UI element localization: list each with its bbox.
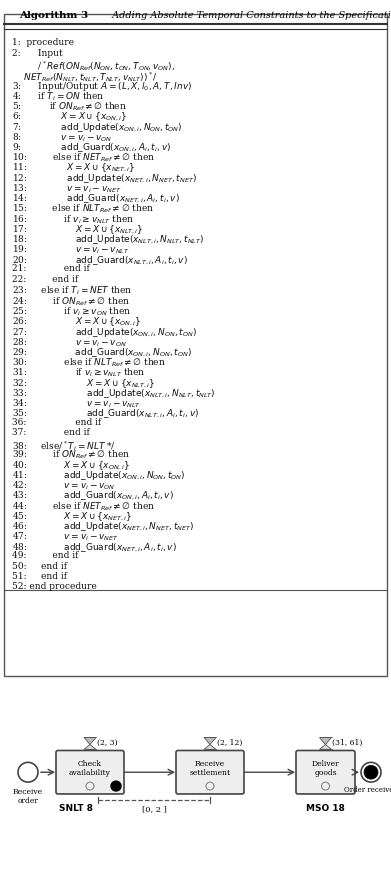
Text: 2:      Input: 2: Input [12,49,63,58]
Text: 5:          if $ON_{Ref} \neq \emptyset$ then: 5: if $ON_{Ref} \neq \emptyset$ then [12,101,127,113]
Circle shape [364,766,378,779]
Text: 16:             if $v_i \geq v_{NLT}$ then: 16: if $v_i \geq v_{NLT}$ then [12,213,134,226]
Text: 35:                     $\text{add\_Guard}(x_{NLT,i}, A_i, t_i, v)$: 35: $\text{add\_Guard}(x_{NLT,i}, A_i, t… [12,408,199,420]
Text: Check
availability: Check availability [69,759,111,777]
Text: 43:             $\text{add\_Guard}(x_{ON,i}, A_i, t_i, v)$: 43: $\text{add\_Guard}(x_{ON,i}, A_i, t_… [12,490,174,503]
Text: 36:                 end if: 36: end if [12,418,101,427]
Polygon shape [84,745,96,749]
Text: Adding Absolute Temporal Constraints to the Specification: Adding Absolute Temporal Constraints to … [109,11,391,19]
Text: 7:              $\text{add\_Update}(x_{ON,i}, N_{ON}, t_{ON})$: 7: $\text{add\_Update}(x_{ON,i}, N_{ON},… [12,121,182,134]
Text: 8:              $v = v_i - v_{ON}$: 8: $v = v_i - v_{ON}$ [12,131,112,144]
Text: (2, 12): (2, 12) [217,738,242,746]
Circle shape [111,781,121,791]
Text: 39:         if $ON_{Ref} \neq \emptyset$ then: 39: if $ON_{Ref} \neq \emptyset$ then [12,449,130,462]
Text: (31, 61): (31, 61) [332,738,362,746]
Polygon shape [319,738,332,745]
Text: $NET_{Ref}(N_{NLT}, t_{NLT}, T_{NLT}, v_{NLT}))^*/$: $NET_{Ref}(N_{NLT}, t_{NLT}, T_{NLT}, v_… [12,70,158,83]
Text: 27:                 $\text{add\_Update}(x_{ON,i}, N_{ON}, t_{ON})$: 27: $\text{add\_Update}(x_{ON,i}, N_{ON}… [12,326,197,339]
Text: 10:         else if $NET_{Ref} \neq \emptyset$ then: 10: else if $NET_{Ref} \neq \emptyset$ t… [12,152,155,164]
FancyBboxPatch shape [296,751,355,794]
Text: 41:             $\text{add\_Update}(x_{ON,i}, N_{ON}, t_{ON})$: 41: $\text{add\_Update}(x_{ON,i}, N_{ON}… [12,470,185,482]
Text: 3:      Input/Output $A = (L, X, l_0, A, T, Inv)$: 3: Input/Output $A = (L, X, l_0, A, T, I… [12,80,192,93]
Circle shape [361,762,381,782]
Text: 50:     end if: 50: end if [12,562,67,570]
Text: 22:         end if: 22: end if [12,275,78,284]
Text: 11:              $X = X \cup \{x_{NET,i}\}$: 11: $X = X \cup \{x_{NET,i}\}$ [12,162,135,174]
Text: 30:             else if $NLT_{Ref} \neq \emptyset$ then: 30: else if $NLT_{Ref} \neq \emptyset$ t… [12,357,165,369]
Text: SNLT 8: SNLT 8 [59,804,93,813]
Text: 25:             if $v_i \geq v_{ON}$ then: 25: if $v_i \geq v_{ON}$ then [12,306,131,318]
Text: 48:             $\text{add\_Guard}(x_{NET,i}, A_i, t_i, v)$: 48: $\text{add\_Guard}(x_{NET,i}, A_i, t… [12,541,177,554]
Text: [0, 2 ]: [0, 2 ] [142,805,167,813]
Polygon shape [84,738,96,745]
Text: 51:     end if: 51: end if [12,572,67,581]
Text: 38:     else/$^*T_i = NLT$ */: 38: else/$^*T_i = NLT$ */ [12,439,116,453]
Text: 42:             $v = v_i - v_{ON}$: 42: $v = v_i - v_{ON}$ [12,480,115,492]
Text: Order received: Order received [344,786,391,794]
Text: 18:                 $\text{add\_Update}(x_{NLT,i}, N_{NLT}, t_{NLT})$: 18: $\text{add\_Update}(x_{NLT,i}, N_{NL… [12,234,204,246]
Text: 33:                     $\text{add\_Update}(x_{NLT,i}, N_{NLT}, t_{NLT})$: 33: $\text{add\_Update}(x_{NLT,i}, N_{NL… [12,387,215,400]
Text: 37:             end if: 37: end if [12,428,90,437]
Text: MSO 18: MSO 18 [306,804,345,813]
Text: 40:             $X = X \cup \{x_{ON,i}\}$: 40: $X = X \cup \{x_{ON,i}\}$ [12,459,129,471]
Text: 24:         if $ON_{Ref} \neq \emptyset$ then: 24: if $ON_{Ref} \neq \emptyset$ then [12,295,130,307]
Polygon shape [204,745,216,749]
Text: 32:                     $X = X \cup \{x_{NLT,i}\}$: 32: $X = X \cup \{x_{NLT,i}\}$ [12,378,155,390]
Text: 26:                 $X = X \cup \{x_{ON,i}\}$: 26: $X = X \cup \{x_{ON,i}\}$ [12,315,141,328]
Text: 31:                 if $v_i \geq v_{NLT}$ then: 31: if $v_i \geq v_{NLT}$ then [12,367,145,379]
Text: Algorithm 3: Algorithm 3 [20,11,89,19]
Text: 52: end procedure: 52: end procedure [12,583,97,591]
Text: 46:             $\text{add\_Update}(x_{NET,i}, N_{NET}, t_{NET})$: 46: $\text{add\_Update}(x_{NET,i}, N_{NE… [12,520,194,533]
Text: 28:                 $v = v_i - v_{ON}$: 28: $v = v_i - v_{ON}$ [12,336,126,349]
Text: 9:              $\text{add\_Guard}(x_{ON,i}, A_i, t_i, v)$: 9: $\text{add\_Guard}(x_{ON,i}, A_i, t_i… [12,141,171,154]
Text: 4:      if $T_i = ON$ then: 4: if $T_i = ON$ then [12,90,104,102]
Text: 21:             end if: 21: end if [12,265,90,273]
Text: (2, 3): (2, 3) [97,738,118,746]
Text: 20:                 $\text{add\_Guard}(x_{NLT,i}, A_i, t_i, v)$: 20: $\text{add\_Guard}(x_{NLT,i}, A_i, t… [12,254,188,266]
Text: 29:                 $\text{add\_Guard}(x_{ON,i}, N_{ON}, t_{ON})$: 29: $\text{add\_Guard}(x_{ON,i}, N_{ON},… [12,346,192,359]
Polygon shape [204,738,216,745]
Text: 34:                     $v = v_i - v_{NLT}$: 34: $v = v_i - v_{NLT}$ [12,398,141,410]
FancyBboxPatch shape [4,14,387,676]
Text: 13:              $v = v_i - v_{NET}$: 13: $v = v_i - v_{NET}$ [12,182,121,195]
Text: Receive
order: Receive order [13,788,43,805]
Text: Receive
settlement: Receive settlement [189,759,231,777]
Text: 44:         else if $NET_{Ref} \neq \emptyset$ then: 44: else if $NET_{Ref} \neq \emptyset$ t… [12,500,155,512]
Text: 12:              $\text{add\_Update}(x_{NET,i}, N_{NET}, t_{NET})$: 12: $\text{add\_Update}(x_{NET,i}, N_{NE… [12,173,197,185]
Text: 19:                 $v = v_i - v_{NLT}$: 19: $v = v_i - v_{NLT}$ [12,244,129,257]
Text: 15:         else if $NLT_{Ref} \neq \emptyset$ then: 15: else if $NLT_{Ref} \neq \emptyset$ t… [12,203,154,215]
Text: 49:         end if: 49: end if [12,551,78,561]
FancyBboxPatch shape [56,751,124,794]
Polygon shape [319,745,332,749]
Text: /$^*Ref(ON_{Ref}(N_{ON}, t_{ON}, T_{ON}, v_{ON}),$: /$^*Ref(ON_{Ref}(N_{ON}, t_{ON}, T_{ON},… [12,60,175,74]
Text: 14:              $\text{add\_Guard}(x_{NET,i}, A_i, t_i, v)$: 14: $\text{add\_Guard}(x_{NET,i}, A_i, t… [12,193,179,205]
FancyBboxPatch shape [176,751,244,794]
Text: 45:             $X = X \cup \{x_{NET,i}\}$: 45: $X = X \cup \{x_{NET,i}\}$ [12,511,132,523]
Text: 6:              $X = X \cup \{x_{ON,i}\}$: 6: $X = X \cup \{x_{ON,i}\}$ [12,110,127,124]
Text: 17:                 $X = X \cup \{x_{NLT,i}\}$: 17: $X = X \cup \{x_{NLT,i}\}$ [12,223,143,236]
Text: Deliver
goods: Deliver goods [312,759,339,777]
Text: 47:             $v = v_i - v_{NET}$: 47: $v = v_i - v_{NET}$ [12,531,118,543]
Text: 1:  procedure: 1: procedure [12,38,77,46]
Text: 23:     else if $T_i = NET$ then: 23: else if $T_i = NET$ then [12,285,132,298]
